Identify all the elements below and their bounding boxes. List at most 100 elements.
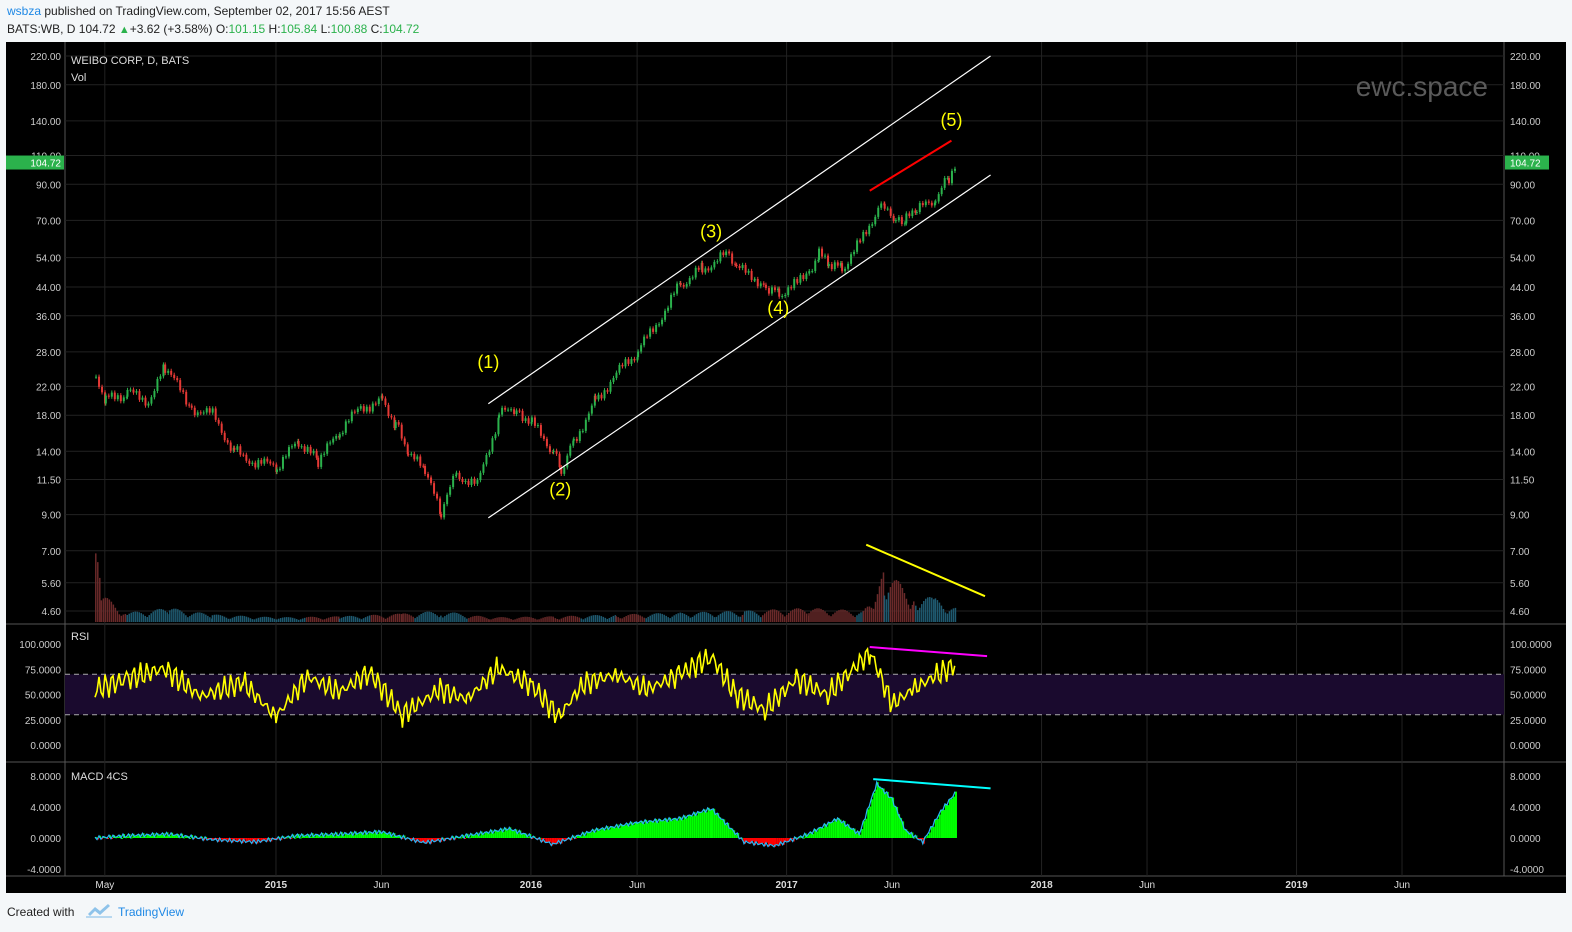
- volume-bar: [615, 616, 617, 622]
- volume-bar: [933, 599, 935, 622]
- chart-canvas[interactable]: May 2015 Jun 2016 Jun 2017 Jun 2018 Jun 2019 Jun 22…: [6, 42, 1566, 893]
- candle-body: [603, 390, 606, 399]
- candle-body: [667, 307, 670, 311]
- macd-histogram-bar: [464, 838, 467, 839]
- tradingview-link[interactable]: TradingView: [118, 905, 185, 919]
- candle-body: [126, 389, 129, 397]
- volume-bar: [944, 612, 947, 622]
- volume-bar: [685, 614, 688, 622]
- volume-bar: [897, 581, 900, 622]
- volume-bar: [625, 616, 627, 622]
- rsi-tick-label-right: 50.0000: [1510, 691, 1547, 702]
- volume-bar: [717, 615, 720, 622]
- macd-histogram-bar: [824, 823, 827, 838]
- y-tick-label-right: 5.60: [1510, 579, 1530, 590]
- macd-histogram-bar: [309, 836, 312, 838]
- last-price: 104.72: [78, 22, 116, 36]
- macd-histogram-bar: [645, 819, 648, 838]
- candle-body: [390, 416, 393, 418]
- volume-bar: [277, 618, 280, 622]
- macd-histogram-bar: [814, 829, 817, 838]
- candle-body: [545, 438, 548, 447]
- candle-body: [263, 458, 266, 464]
- candle-body: [731, 253, 734, 264]
- volume-bar: [144, 615, 146, 622]
- macd-histogram-bar: [556, 838, 559, 844]
- volume-bar: [907, 604, 910, 622]
- macd-histogram-bar: [150, 836, 153, 838]
- macd-histogram-bar: [417, 838, 420, 840]
- volume-bar: [193, 613, 195, 622]
- candle-body: [245, 454, 248, 461]
- macd-histogram-bar: [641, 821, 644, 838]
- macd-histogram-bar: [586, 831, 589, 838]
- volume-bar: [536, 619, 538, 622]
- macd-histogram-bar: [235, 838, 238, 842]
- volume-bar: [899, 583, 902, 622]
- volume-bar: [171, 609, 173, 622]
- volume-bar: [247, 617, 250, 622]
- macd-histogram-bar: [383, 831, 386, 838]
- author-link[interactable]: wsbza: [7, 4, 42, 18]
- y-tick-label-right: 14.00: [1510, 447, 1535, 458]
- volume-bar: [526, 616, 528, 622]
- volume-bar: [99, 577, 101, 622]
- volume-bar: [733, 613, 736, 622]
- candle-body: [176, 378, 179, 381]
- macd-histogram-bar: [323, 836, 326, 838]
- macd-histogram-bar: [890, 797, 893, 838]
- volume-bar: [893, 580, 896, 622]
- candle-body: [248, 460, 251, 464]
- macd-histogram-bar: [296, 835, 299, 838]
- volume-bar: [723, 611, 726, 622]
- macd-line: [94, 780, 956, 848]
- macd-histogram-bar: [614, 827, 617, 838]
- volume-bar: [162, 609, 164, 622]
- macd-histogram-bar: [419, 838, 422, 842]
- volume-bar: [834, 612, 836, 622]
- candle-body: [317, 457, 320, 467]
- volume-bar: [187, 617, 189, 622]
- volume-bar: [771, 609, 774, 622]
- macd-histogram-bar: [303, 836, 306, 838]
- candle-body: [524, 418, 527, 421]
- macd-histogram-bar: [725, 824, 728, 838]
- volume-bar: [408, 614, 410, 622]
- candle-body: [859, 241, 862, 243]
- candle-body: [226, 440, 229, 443]
- volume-bar: [209, 617, 211, 622]
- candle-body: [353, 411, 356, 413]
- macd-histogram-bar: [880, 788, 883, 838]
- macd-histogram-bar: [329, 834, 332, 838]
- candle-body: [716, 261, 719, 263]
- volume-bar: [709, 614, 712, 622]
- candle-body: [303, 446, 306, 452]
- candle-body: [202, 412, 205, 414]
- macd-histogram-bar: [543, 838, 546, 840]
- candle-body: [196, 412, 199, 416]
- volume-bar: [727, 611, 730, 622]
- tradingview-logo-icon[interactable]: [86, 902, 112, 918]
- candle-body: [458, 472, 461, 479]
- candle-body: [473, 478, 476, 484]
- candle-body: [153, 390, 156, 398]
- macd-histogram-bar: [685, 818, 688, 838]
- candle-body: [446, 494, 449, 505]
- macd-histogram-bar: [130, 837, 133, 839]
- x-tick-label: Jun: [373, 880, 389, 891]
- volume-bar: [164, 610, 166, 622]
- macd-histogram-bar: [731, 828, 734, 838]
- y-tick-label-left: 22.00: [36, 382, 61, 393]
- volume-bar: [677, 613, 679, 622]
- chart-area[interactable]: May 2015 Jun 2016 Jun 2017 Jun 2018 Jun 2019 Jun 22…: [6, 42, 1566, 893]
- macd-histogram-bar: [837, 817, 840, 838]
- macd-histogram-bar: [663, 820, 666, 838]
- volume-bar: [120, 615, 123, 622]
- volume-bar: [510, 619, 512, 622]
- candle-body: [397, 422, 400, 425]
- macd-histogram-bar: [549, 838, 552, 842]
- volume-bar: [211, 615, 214, 622]
- symbol-label: BATS:WB, D: [7, 22, 76, 36]
- wave-label: (4): [767, 298, 789, 318]
- macd-histogram-bar: [699, 812, 702, 838]
